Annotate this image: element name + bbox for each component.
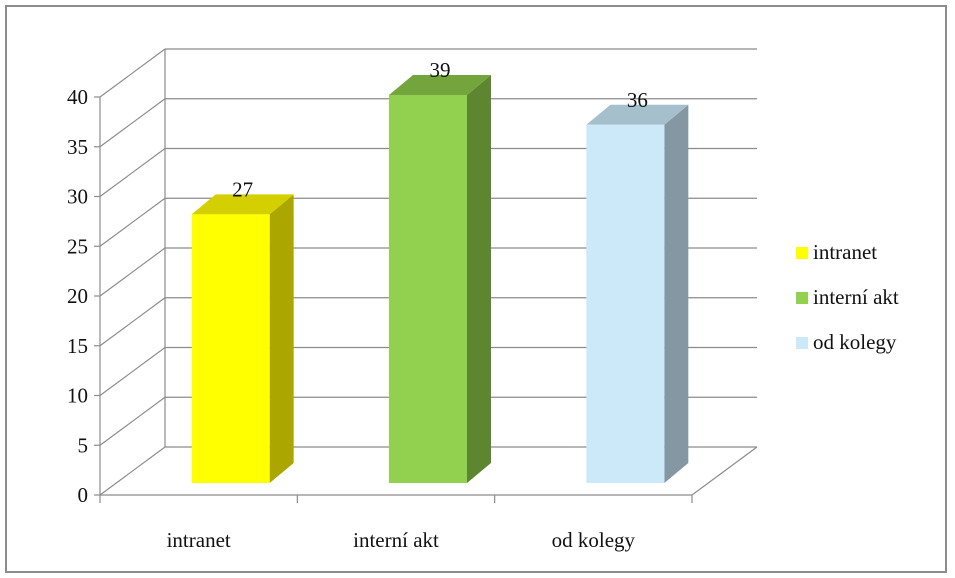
bar-side [467, 74, 491, 483]
bar-top [191, 194, 294, 215]
bar-od-kolegy [586, 104, 689, 484]
y-tick-label: 20 [67, 284, 88, 308]
y-axis-ticks: 0 5 10 15 20 25 30 35 40 [67, 85, 100, 507]
category-label: intranet [167, 528, 231, 552]
legend: intranet interní akt od kolegy [796, 240, 899, 354]
data-label: 39 [430, 58, 451, 82]
floor-right-edge [691, 446, 758, 496]
bar-front [586, 124, 665, 484]
gridline-side-30 [99, 148, 166, 197]
bar-top [586, 104, 689, 125]
gridline-side-5 [99, 396, 166, 446]
gridline-side-20 [99, 247, 166, 297]
gridline-side-40 [99, 48, 166, 98]
gridline-side-0 [99, 446, 166, 496]
legend-label: od kolegy [813, 330, 897, 354]
gridline-side-25 [99, 197, 166, 247]
bar-front [191, 214, 270, 483]
bars [191, 74, 689, 484]
legend-label: intranet [813, 240, 877, 264]
gridline-side-35 [99, 98, 166, 148]
gridline-side-10 [99, 347, 166, 396]
legend-item-od-kolegy: od kolegy [796, 330, 897, 354]
bar-front [389, 94, 467, 483]
bar-interní-akt [389, 74, 491, 483]
category-label: interní akt [353, 528, 439, 552]
legend-swatch [796, 247, 808, 259]
y-tick-label: 30 [67, 185, 88, 209]
bar-side [664, 104, 689, 484]
data-label: 36 [627, 88, 648, 112]
y-tick-label: 40 [67, 85, 88, 109]
legend-swatch [796, 337, 808, 349]
y-tick-label: 10 [67, 384, 88, 408]
y-tick-label: 25 [67, 234, 88, 258]
data-label: 27 [232, 177, 253, 201]
bar-side [269, 194, 294, 483]
y-tick-label: 15 [67, 334, 88, 358]
legend-item-interní-akt: interní akt [796, 285, 899, 309]
data-labels: 27 39 36 [232, 58, 648, 201]
y-tick-label: 0 [78, 483, 89, 507]
gridline-side-15 [99, 297, 166, 347]
category-labels: intranet interní akt od kolegy [167, 528, 636, 552]
chart-frame: 0 5 10 15 20 25 30 35 40 27 39 36 intranet interní … [5, 5, 947, 573]
bar-chart: 0 5 10 15 20 25 30 35 40 27 39 36 intranet interní … [67, 48, 899, 552]
y-tick-label: 5 [78, 433, 89, 457]
bar-top [389, 74, 491, 95]
legend-swatch [796, 292, 808, 304]
legend-label: interní akt [813, 285, 899, 309]
y-tick-label: 35 [67, 135, 88, 159]
legend-item-intranet: intranet [796, 240, 877, 264]
category-label: od kolegy [552, 528, 636, 552]
bar-intranet [191, 194, 294, 483]
